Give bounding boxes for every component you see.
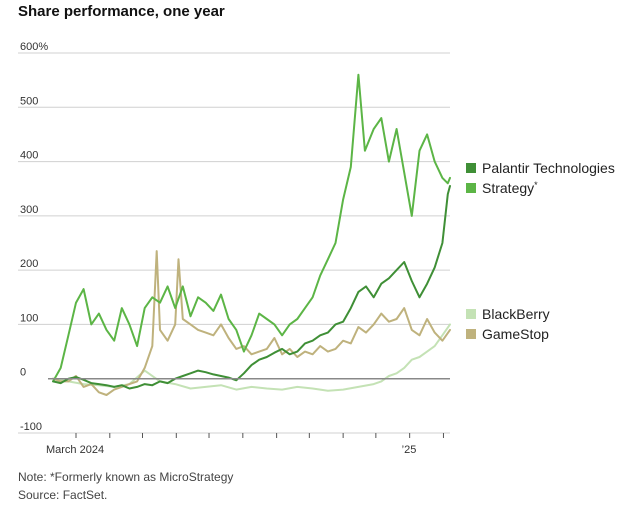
y-tick-label: 0 <box>20 367 26 379</box>
legend-swatch <box>466 183 476 193</box>
x-tick-label: March 2024 <box>46 444 104 456</box>
legend-label: Palantir Technologies <box>482 160 615 176</box>
y-tick-label: 200 <box>20 258 38 270</box>
chart-title: Share performance, one year <box>18 3 225 20</box>
y-tick-label: 600% <box>20 41 48 53</box>
source-note: Source: FactSet. <box>18 488 108 502</box>
legend: Palantir Technologies Strategy* BlackBerry… <box>466 160 615 342</box>
footnote: Note: *Formerly known as MicroStrategy <box>18 470 234 484</box>
legend-swatch <box>466 163 476 173</box>
y-axis-tick-labels: 600% 500 400 300 200 100 0 -100 <box>20 41 48 433</box>
legend-label: GameStop <box>482 326 549 342</box>
y-tick-label: 100 <box>20 312 38 324</box>
y-tick-label: 500 <box>20 95 38 107</box>
series-lines <box>52 73 451 396</box>
legend-swatch <box>466 309 476 319</box>
gridlines <box>18 52 450 434</box>
series-line-strategy <box>52 73 451 383</box>
series-line-blackberry <box>52 323 451 392</box>
x-tick-label: ’25 <box>402 444 417 456</box>
legend-label: BlackBerry <box>482 306 550 322</box>
y-tick-label: 300 <box>20 204 38 216</box>
y-tick-label: 400 <box>20 150 38 162</box>
x-axis-ticks: March 2024 ’25 <box>46 433 444 456</box>
legend-label: Strategy* <box>482 180 538 196</box>
series-line-palantir-technologies <box>52 185 451 390</box>
y-tick-label: -100 <box>20 421 42 433</box>
legend-swatch <box>466 329 476 339</box>
series-line-gamestop <box>52 250 451 396</box>
